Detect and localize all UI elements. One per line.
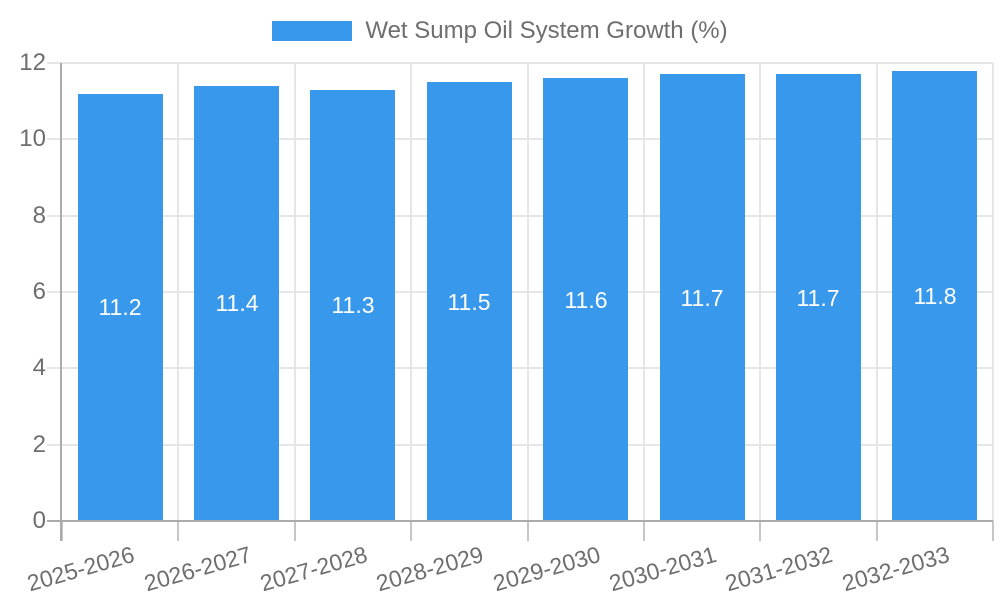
bar-value-label: 11.5 — [447, 289, 491, 315]
legend-swatch — [272, 21, 353, 41]
x-axis-tick-label: 2026-2027 — [140, 541, 254, 597]
y-axis-tick — [47, 443, 62, 446]
y-axis-tick — [47, 291, 62, 293]
y-axis-tick-label: 12 — [19, 49, 46, 76]
x-axis-tick — [642, 521, 645, 541]
x-axis-tick-label: 2028-2029 — [373, 541, 487, 597]
x-axis-tick-label: 2032-2033 — [839, 541, 952, 597]
bar — [310, 89, 395, 521]
bar-value-label: 11.6 — [564, 287, 608, 313]
x-axis-tick-label: 2031-2032 — [722, 541, 836, 597]
x-axis-tick — [875, 521, 878, 541]
gridline-v — [293, 63, 296, 521]
gridline-v — [410, 63, 413, 521]
bar-value-label: 11.4 — [215, 290, 259, 316]
bar-value-label: 11.7 — [680, 285, 724, 311]
x-axis-tick — [992, 521, 994, 541]
gridline-v — [875, 63, 878, 521]
y-axis-line — [60, 63, 62, 541]
bar-value-label: 11.7 — [796, 285, 840, 311]
bar — [660, 74, 745, 521]
y-axis-tick-label: 10 — [19, 125, 46, 153]
y-axis-tick-label: 4 — [32, 354, 46, 382]
bar-value-label: 11.3 — [331, 292, 375, 318]
y-axis-tick-label: 2 — [32, 430, 46, 458]
x-axis-tick-label: 2027-2028 — [257, 541, 371, 597]
x-axis-tick — [293, 521, 296, 541]
y-axis-tick-label: 0 — [32, 507, 46, 534]
x-axis-tick-label: 2025-2026 — [24, 541, 138, 597]
bar — [892, 70, 977, 521]
bar — [427, 82, 512, 521]
bar-value-label: 11.2 — [98, 294, 142, 320]
x-axis-line — [47, 520, 993, 522]
x-axis-tick-label: 2030-2031 — [606, 541, 720, 597]
y-axis-tick — [47, 62, 62, 64]
gridline-v — [177, 63, 180, 521]
bar-value-label: 11.8 — [913, 283, 957, 309]
x-axis-tick — [410, 521, 413, 541]
gridline-v — [526, 63, 529, 521]
x-axis-tick — [759, 521, 762, 541]
bar — [78, 93, 163, 521]
y-axis-tick — [47, 138, 62, 141]
x-axis-tick — [177, 521, 180, 541]
y-axis-tick-label: 6 — [32, 278, 46, 305]
gridline-v — [759, 63, 762, 521]
y-axis-tick — [47, 367, 62, 370]
gridline-v — [992, 63, 994, 521]
bar — [543, 78, 628, 521]
gridline-v — [642, 63, 645, 521]
legend: Wet Sump Oil System Growth (%) — [0, 17, 1000, 45]
x-axis-tick — [526, 521, 529, 541]
y-axis-tick-label: 8 — [32, 201, 46, 229]
legend-label: Wet Sump Oil System Growth (%) — [365, 17, 728, 44]
y-axis-tick — [47, 214, 62, 217]
bar — [776, 74, 861, 521]
x-axis-tick — [61, 521, 63, 541]
x-axis-tick-label: 2029-2030 — [489, 541, 603, 597]
bar — [194, 85, 279, 521]
